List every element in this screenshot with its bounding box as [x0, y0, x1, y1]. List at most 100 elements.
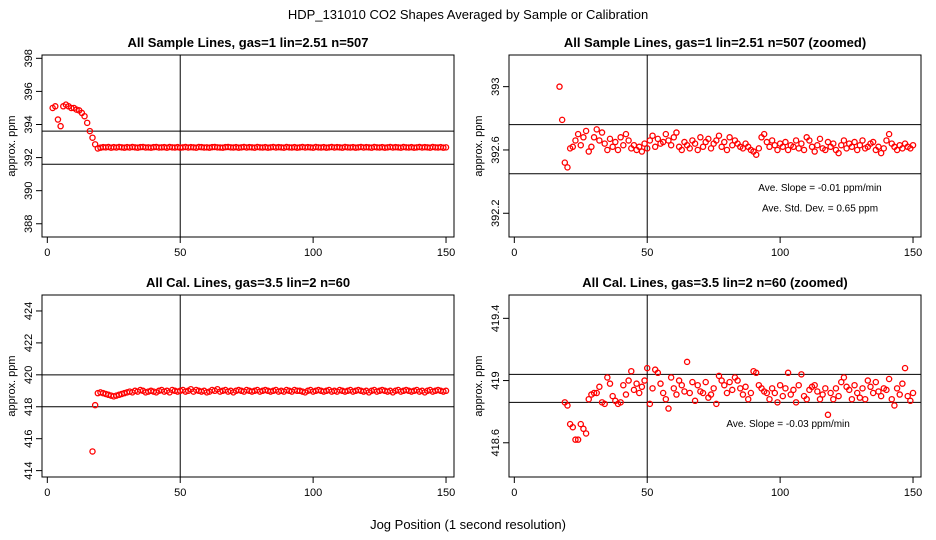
data-point	[811, 381, 818, 389]
y-tick-label: 393	[490, 77, 502, 95]
data-point	[755, 145, 763, 152]
data-point	[641, 140, 648, 147]
data-point	[649, 385, 656, 392]
data-point	[816, 395, 824, 403]
plot-frame	[508, 294, 922, 478]
data-point	[795, 381, 802, 389]
data-point	[585, 148, 592, 155]
x-tick-label: 0	[511, 247, 517, 259]
data-point	[822, 146, 829, 154]
data-point	[859, 385, 866, 392]
data-point	[588, 143, 595, 151]
data-point	[585, 395, 592, 403]
data-point	[564, 402, 571, 409]
data-point	[726, 134, 733, 141]
data-point	[596, 137, 603, 144]
data-point	[723, 389, 731, 397]
data-point	[838, 141, 845, 149]
data-point	[83, 119, 91, 127]
data-point	[907, 397, 914, 405]
data-point	[57, 122, 64, 130]
x-tick-label: 50	[174, 487, 186, 499]
panel-title: All Cal. Lines, gas=3.5 lin=2 n=60	[146, 275, 350, 290]
data-point	[569, 423, 577, 431]
data-point	[811, 148, 818, 155]
data-point	[718, 377, 725, 384]
data-point	[596, 383, 603, 391]
data-point	[774, 399, 781, 406]
data-point	[848, 395, 856, 403]
y-tick-label: 424	[23, 302, 35, 320]
y-tick-label: 388	[23, 215, 35, 233]
x-tick-label: 150	[904, 487, 922, 499]
data-point	[768, 137, 776, 144]
data-point	[867, 383, 874, 391]
data-point	[657, 380, 664, 387]
data-point	[590, 389, 598, 397]
data-point	[848, 143, 856, 151]
data-point	[723, 146, 731, 154]
data-point	[877, 392, 885, 400]
data-point	[635, 143, 643, 151]
data-series	[556, 83, 917, 171]
x-tick-label: 100	[304, 247, 322, 259]
data-point	[667, 141, 675, 149]
y-tick-label: 398	[23, 49, 35, 67]
data-series	[89, 385, 450, 455]
data-point	[715, 372, 723, 380]
data-point	[590, 134, 598, 141]
data-point	[667, 374, 675, 381]
y-tick-label: 392.2	[490, 199, 502, 227]
data-point	[710, 385, 717, 392]
data-point	[877, 149, 885, 157]
data-point	[662, 395, 670, 403]
data-point	[646, 400, 654, 408]
data-point	[678, 146, 686, 154]
data-point	[442, 387, 450, 395]
y-tick-label: 419.4	[490, 305, 502, 333]
data-point	[832, 385, 840, 392]
data-point	[683, 358, 691, 366]
data-point	[803, 395, 810, 403]
data-point	[691, 140, 699, 147]
data-point	[883, 137, 890, 144]
plot-frame	[508, 54, 922, 238]
data-point	[752, 151, 760, 158]
data-point	[814, 141, 821, 149]
x-tick-label: 0	[44, 247, 50, 259]
data-point	[737, 385, 744, 392]
y-tick-label: 396	[23, 82, 35, 100]
data-point	[665, 137, 672, 144]
y-axis-label: approx. ppm	[473, 355, 485, 416]
panel-title: All Sample Lines, gas=1 lin=2.51 n=507 (…	[564, 35, 866, 50]
data-point	[800, 146, 808, 154]
data-point	[569, 143, 577, 151]
data-point	[845, 386, 853, 394]
data-point	[694, 146, 701, 154]
data-point	[851, 381, 858, 389]
data-point	[694, 381, 701, 389]
data-point	[622, 391, 630, 398]
data-point	[776, 381, 784, 389]
data-point	[707, 145, 715, 152]
data-point	[556, 83, 563, 90]
data-point	[763, 389, 771, 397]
y-tick-label: 418.6	[490, 429, 502, 457]
data-point	[697, 134, 704, 141]
data-point	[707, 391, 715, 398]
data-point	[574, 130, 582, 138]
data-point	[654, 369, 662, 377]
data-point	[572, 137, 579, 144]
data-point	[792, 137, 800, 144]
data-point	[561, 159, 569, 166]
data-point	[824, 411, 832, 419]
data-point	[609, 143, 616, 151]
data-point	[885, 130, 893, 138]
annotation-text: Ave. Slope = -0.01 ppm/min	[758, 183, 882, 194]
data-point	[893, 385, 901, 392]
data-point	[713, 400, 720, 408]
data-point	[582, 430, 590, 437]
data-point	[782, 385, 789, 392]
data-point	[830, 395, 837, 403]
data-point	[593, 389, 600, 397]
